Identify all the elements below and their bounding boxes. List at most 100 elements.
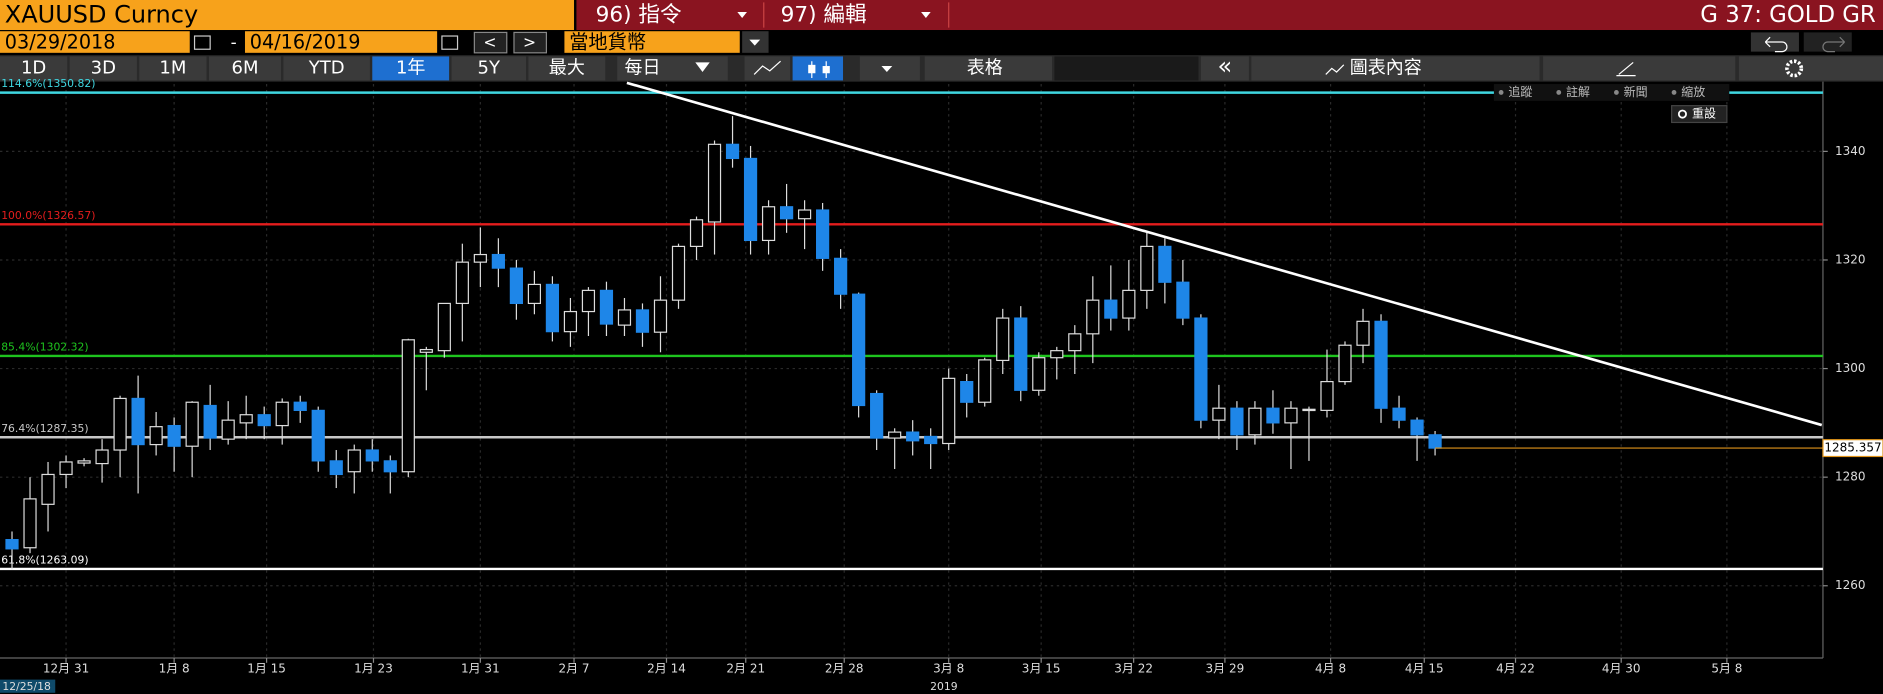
x-tick-label: 3月 22 (1114, 661, 1153, 675)
ticker-box[interactable] (0, 0, 575, 31)
x-tick-label: 1月 8 (159, 661, 190, 675)
candle-body (473, 253, 487, 263)
candle-body (437, 302, 451, 352)
dropdown-arrow (749, 39, 761, 46)
dropdown-arrow (695, 62, 710, 73)
candle-chart-button[interactable] (792, 56, 844, 81)
draw-button[interactable] (1543, 56, 1736, 81)
candle-body (1212, 407, 1226, 421)
period-button[interactable] (69, 56, 137, 81)
line-icon (753, 60, 781, 75)
period-label: YTD (308, 57, 345, 78)
candle-body (77, 460, 91, 464)
start-date-box[interactable] (0, 31, 190, 53)
candle-body (1104, 299, 1118, 319)
currency-box[interactable] (564, 31, 740, 53)
tool-group: 追蹤 註解 新聞 縮放 (1498, 84, 1705, 99)
period-button[interactable] (0, 56, 68, 81)
x-tick-label: 2月 14 (647, 661, 686, 675)
reset-button[interactable] (1671, 105, 1728, 124)
candle-body (509, 267, 523, 305)
undo-icon (1764, 36, 1788, 53)
period-label: 最大 (549, 57, 585, 78)
menu-edit[interactable]: 97) 編輯 (781, 3, 867, 28)
menu-bar (576, 0, 1883, 31)
fib-label: 114.6%(1350.82) (1, 77, 95, 90)
y-tick-label: 1320 (1835, 252, 1866, 266)
candle-body (870, 392, 884, 439)
candle-body (797, 209, 812, 220)
period-button[interactable] (451, 56, 526, 81)
tool-label[interactable]: 新聞 (1624, 84, 1648, 99)
candle-body (1230, 407, 1244, 436)
tool-label[interactable]: 註解 (1566, 85, 1590, 99)
candle-icon (808, 64, 816, 74)
candle-body (599, 289, 614, 325)
chart-content-button[interactable] (1251, 56, 1540, 81)
x-start-label: 12/25/18 (2, 680, 51, 693)
candle-body (545, 283, 560, 333)
start-label-box (0, 679, 56, 693)
candle-body (689, 219, 704, 248)
tool-label[interactable]: 縮放 (1681, 84, 1705, 99)
calendar-icon[interactable] (441, 35, 459, 50)
start-date: 03/29/2018 (5, 31, 116, 54)
candle-body (455, 261, 469, 305)
trend-line (626, 81, 1823, 427)
y-tick-label: 1340 (1835, 144, 1866, 158)
fib-label: 100.0%(1326.57) (1, 209, 95, 222)
settings-button[interactable] (1738, 56, 1883, 81)
chart-icon (1325, 64, 1345, 75)
candle-body (95, 449, 109, 465)
x-tick-label: 4月 8 (1315, 661, 1346, 675)
candle-body (942, 377, 956, 445)
x-tick-label: 2月 7 (558, 661, 589, 675)
period-button[interactable] (208, 56, 282, 81)
candle-icon (822, 66, 830, 74)
table-button[interactable] (924, 56, 1052, 81)
candle-body (1320, 381, 1334, 411)
period-label: 1D (21, 57, 46, 78)
candle-body (1086, 299, 1100, 335)
dropdown-arrow (921, 12, 931, 19)
candle-body (311, 409, 325, 462)
collapse-label: « (1218, 52, 1233, 80)
tool-icon (1614, 90, 1619, 95)
period-button[interactable] (283, 56, 370, 81)
frequency-box[interactable] (617, 56, 728, 81)
tool-icon (1498, 90, 1504, 95)
candle-body (779, 206, 794, 220)
candle-body (761, 206, 776, 242)
candle-body (834, 257, 848, 295)
fib-label: 61.8%(1263.09) (1, 554, 88, 567)
period-button[interactable] (372, 56, 450, 81)
calendar-icon[interactable] (193, 35, 211, 50)
candle-body (1140, 245, 1154, 291)
candle-body (1068, 333, 1082, 352)
candle-body (563, 310, 578, 333)
next-button[interactable] (513, 31, 548, 54)
menu-command[interactable]: 96) 指令 (596, 3, 682, 28)
prev-button[interactable] (473, 31, 508, 54)
candle-body (1410, 419, 1424, 436)
candle-body (1338, 344, 1352, 383)
reset-icon (1677, 109, 1687, 119)
candle-body (185, 401, 199, 447)
tool-label[interactable]: 追蹤 (1508, 84, 1532, 99)
page-code: G 37: GOLD GR (1700, 2, 1876, 28)
period-button[interactable] (139, 56, 207, 81)
period-button[interactable] (528, 56, 606, 81)
collapse-button[interactable] (1200, 56, 1249, 81)
year-label: 2019 (930, 680, 958, 693)
end-date-box[interactable] (244, 31, 438, 53)
candle-body (401, 339, 415, 473)
candle-body (1176, 281, 1190, 319)
x-tick-label: 1月 15 (247, 661, 286, 675)
line-chart-button[interactable] (744, 56, 791, 81)
x-tick-label: 5月 8 (1711, 661, 1742, 675)
candle-body (329, 460, 343, 476)
candle-body (41, 473, 55, 505)
candle-body (888, 431, 902, 439)
tool-icon (1556, 90, 1562, 95)
